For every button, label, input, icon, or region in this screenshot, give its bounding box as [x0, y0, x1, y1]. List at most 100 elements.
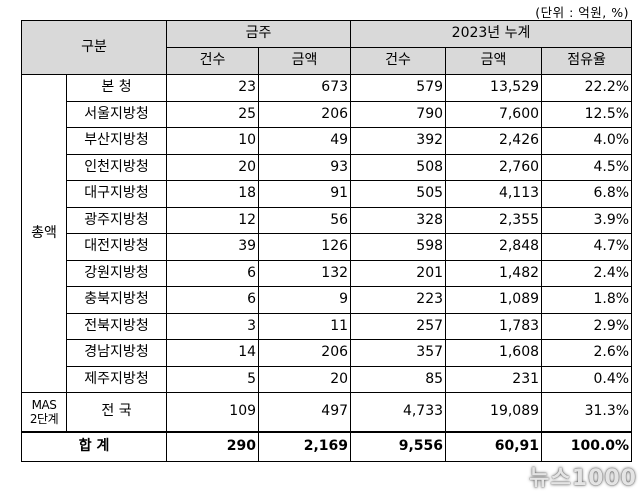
table-row: 서울지방청 25 206 790 7,600 12.5%: [22, 100, 633, 128]
cell-w-count: 3: [166, 312, 260, 340]
cell-c-count: 579: [350, 74, 447, 102]
cell-share: 0.4%: [541, 365, 633, 393]
cell-share: 12.5%: [541, 100, 633, 128]
category-header: 구분: [20, 20, 168, 75]
cumulative-header: 2023년 누계: [350, 20, 633, 48]
cell-share: 2.6%: [541, 339, 633, 367]
cell-w-amount: 132: [258, 259, 352, 287]
mas-cell-share: 31.3%: [541, 392, 633, 433]
cell-w-amount: 49: [258, 127, 352, 155]
cell-c-count: 598: [350, 233, 447, 261]
cell-w-amount: 673: [258, 74, 352, 102]
row-name: 대전지방청: [65, 233, 168, 261]
cell-w-amount: 11: [258, 312, 352, 340]
total-cell-w-amount: 2,169: [258, 431, 352, 462]
cell-c-count: 357: [350, 339, 447, 367]
cell-w-amount: 9: [258, 286, 352, 314]
mas-label-line1: MAS: [31, 398, 57, 412]
cell-share: 1.8%: [541, 286, 633, 314]
cell-c-count: 392: [350, 127, 447, 155]
procurement-table: 구분 금주 2023년 누계 건수 금액 건수 금액 점유율 총액 본 청 23 67…: [20, 20, 633, 462]
weekly-amount-header: 금액: [258, 47, 352, 75]
table-row: 경남지방청 14 206 357 1,608 2.6%: [22, 339, 633, 367]
cumulative-count-header: 건수: [350, 47, 447, 75]
unit-note: (단위 : 억원, %): [535, 5, 629, 20]
geumju-header: 금주: [166, 20, 352, 48]
cell-w-count: 39: [166, 233, 260, 261]
cell-w-count: 5: [166, 365, 260, 393]
cell-c-count: 257: [350, 312, 447, 340]
watermark-logo: 뉴스1000: [529, 466, 637, 491]
cell-c-amount: 231: [445, 365, 543, 393]
table-row: 강원지방청 6 132 201 1,482 2.4%: [22, 259, 633, 287]
cell-c-count: 223: [350, 286, 447, 314]
cell-share: 6.8%: [541, 180, 633, 208]
header-row-top: 구분 금주 2023년 누계: [20, 20, 633, 75]
mas-cell-c-count: 4,733: [350, 392, 447, 433]
cell-c-amount: 13,529: [445, 74, 543, 102]
mas-row-name: 전 국: [65, 392, 168, 433]
cell-w-count: 14: [166, 339, 260, 367]
cell-w-amount: 56: [258, 206, 352, 234]
cell-w-count: 12: [166, 206, 260, 234]
cell-c-amount: 2,848: [445, 233, 543, 261]
row-name: 부산지방청: [65, 127, 168, 155]
cell-w-amount: 126: [258, 233, 352, 261]
row-name: 본 청: [65, 74, 168, 102]
mas-row: MAS 2단계 전 국 109 497 4,733 19,089 31.3%: [21, 392, 633, 433]
cell-c-amount: 1,482: [445, 259, 543, 287]
cell-c-amount: 2,426: [445, 127, 543, 155]
cell-c-count: 790: [350, 100, 447, 128]
table-row: 광주지방청 12 56 328 2,355 3.9%: [22, 206, 633, 234]
cell-share: 3.9%: [541, 206, 633, 234]
table-row: 인천지방청 20 93 508 2,760 4.5%: [22, 153, 633, 181]
row-name: 인천지방청: [65, 153, 168, 181]
table-row: 충북지방청 6 9 223 1,089 1.8%: [22, 286, 633, 314]
group-label: 총액: [21, 74, 67, 393]
cell-share: 2.9%: [541, 312, 633, 340]
cell-c-amount: 1,783: [445, 312, 543, 340]
cell-w-count: 23: [166, 74, 260, 102]
cell-c-amount: 1,089: [445, 286, 543, 314]
total-cell-c-amount: 60,91: [445, 431, 543, 462]
cell-share: 2.4%: [541, 259, 633, 287]
mas-label-line2: 2단계: [29, 412, 59, 426]
cell-share: 22.2%: [541, 74, 633, 102]
row-name: 전북지방청: [65, 312, 168, 340]
weekly-count-header: 건수: [166, 47, 260, 75]
row-name: 충북지방청: [65, 286, 168, 314]
cell-w-amount: 206: [258, 100, 352, 128]
cell-w-count: 6: [166, 259, 260, 287]
cell-w-amount: 206: [258, 339, 352, 367]
table-row: 총액 본 청 23 673 579 13,529 22.2%: [21, 74, 633, 393]
cell-c-amount: 4,113: [445, 180, 543, 208]
table-row: 전북지방청 3 11 257 1,783 2.9%: [22, 312, 633, 340]
cumulative-amount-header: 금액: [445, 47, 543, 75]
cell-share: 4.7%: [541, 233, 633, 261]
table-row: 대전지방청 39 126 598 2,848 4.7%: [22, 233, 633, 261]
cell-c-count: 505: [350, 180, 447, 208]
row-name: 강원지방청: [65, 259, 168, 287]
cell-c-count: 328: [350, 206, 447, 234]
share-header: 점유율: [541, 47, 633, 75]
cell-c-amount: 1,608: [445, 339, 543, 367]
cell-w-count: 10: [166, 127, 260, 155]
mas-cell-w-count: 109: [166, 392, 260, 433]
cell-w-count: 20: [166, 153, 260, 181]
table-row: 부산지방청 10 49 392 2,426 4.0%: [22, 127, 633, 155]
row-name: 대구지방청: [65, 180, 168, 208]
table-row: 제주지방청 5 20 85 231 0.4%: [22, 365, 633, 393]
total-row: 합 계 290 2,169 9,556 60,91 100.0%: [20, 431, 633, 462]
cell-w-count: 18: [166, 180, 260, 208]
cell-w-amount: 91: [258, 180, 352, 208]
cell-c-count: 201: [350, 259, 447, 287]
cell-c-amount: 2,760: [445, 153, 543, 181]
cell-c-count: 508: [350, 153, 447, 181]
cell-share: 4.0%: [541, 127, 633, 155]
cell-c-amount: 2,355: [445, 206, 543, 234]
mas-label: MAS 2단계: [21, 392, 67, 433]
total-cell-w-count: 290: [166, 431, 260, 462]
table-row: 대구지방청 18 91 505 4,113 6.8%: [22, 180, 633, 208]
row-name: 제주지방청: [65, 365, 168, 393]
total-label: 합 계: [20, 431, 168, 462]
